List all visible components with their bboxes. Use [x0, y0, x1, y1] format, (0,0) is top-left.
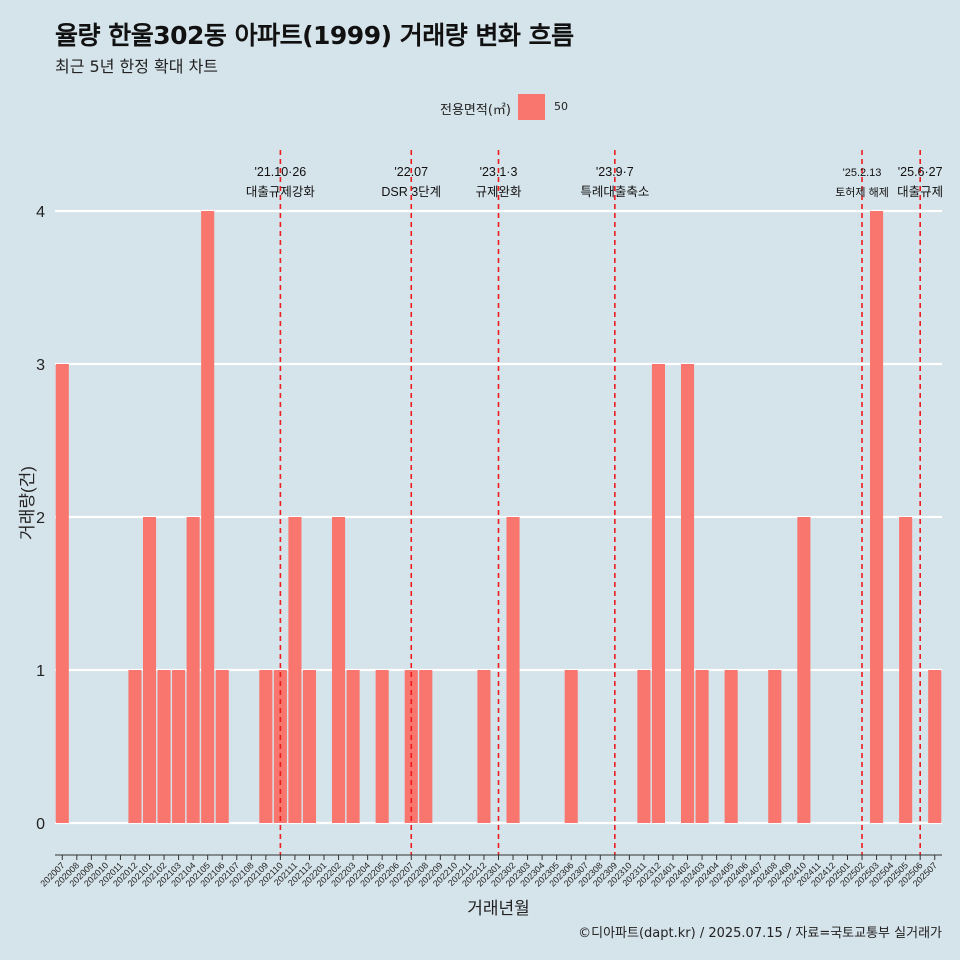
- y-tick-label: 2: [36, 510, 45, 527]
- event-text-label: 대출규제강화: [246, 185, 316, 199]
- event-date-label: '25.6·27: [898, 165, 943, 179]
- bar: [259, 670, 273, 823]
- chart-subtitle: 최근 5년 한정 확대 차트: [55, 57, 219, 76]
- bar: [288, 517, 302, 823]
- y-tick-label: 3: [36, 357, 45, 374]
- y-tick-label: 1: [36, 663, 45, 680]
- legend-key: [518, 94, 545, 120]
- bar: [172, 670, 186, 823]
- bar: [346, 670, 360, 823]
- bar: [201, 211, 215, 823]
- x-axis-title: 거래년월: [467, 899, 530, 918]
- event-date-label: '23.1·3: [480, 165, 518, 179]
- y-tick-label: 0: [36, 816, 45, 833]
- bar: [186, 517, 200, 823]
- event-date-label: '22.07: [394, 165, 428, 179]
- bar: [419, 670, 433, 823]
- event-date-label: '25.2.13: [843, 167, 882, 179]
- bar: [797, 517, 811, 823]
- event-text-label: 토허제 해제: [835, 185, 889, 199]
- legend: 전용면적(㎡) 50: [0, 93, 960, 121]
- bar: [332, 517, 346, 823]
- chart-title: 율량 한울302동 아파트(1999) 거래량 변화 흐름: [55, 21, 574, 50]
- bar: [724, 670, 738, 823]
- bar: [142, 517, 157, 823]
- bar: [768, 670, 782, 823]
- bar: [55, 364, 69, 823]
- bar: [157, 670, 171, 823]
- y-axis-title: 거래량(건): [18, 466, 37, 540]
- bar: [928, 670, 942, 823]
- bar: [651, 364, 665, 823]
- bar: [870, 211, 884, 823]
- event-date-label: '21.10·26: [255, 165, 307, 179]
- event-text-label: 규제완화: [475, 185, 522, 199]
- event-text-label: 대출규제: [897, 185, 943, 199]
- event-text-label: DSR 3단계: [381, 185, 441, 199]
- legend-title: 전용면적(㎡): [440, 103, 511, 118]
- bar: [477, 670, 491, 823]
- bar: [637, 670, 651, 823]
- bar: [375, 670, 389, 823]
- legend-label: 50: [554, 100, 568, 113]
- caption: ©디아파트(dapt.kr) / 2025.07.15 / 자료=국토교통부 실…: [578, 926, 942, 941]
- event-text-label: 특례대출축소: [580, 185, 649, 199]
- bar: [302, 670, 317, 823]
- bar: [215, 670, 229, 823]
- bar: [506, 517, 520, 823]
- bar: [564, 670, 578, 823]
- bar: [899, 517, 913, 823]
- bar: [128, 670, 142, 823]
- y-tick-label: 4: [36, 204, 45, 221]
- bar: [695, 670, 709, 823]
- event-date-label: '23.9·7: [596, 165, 634, 179]
- bar: [680, 364, 695, 823]
